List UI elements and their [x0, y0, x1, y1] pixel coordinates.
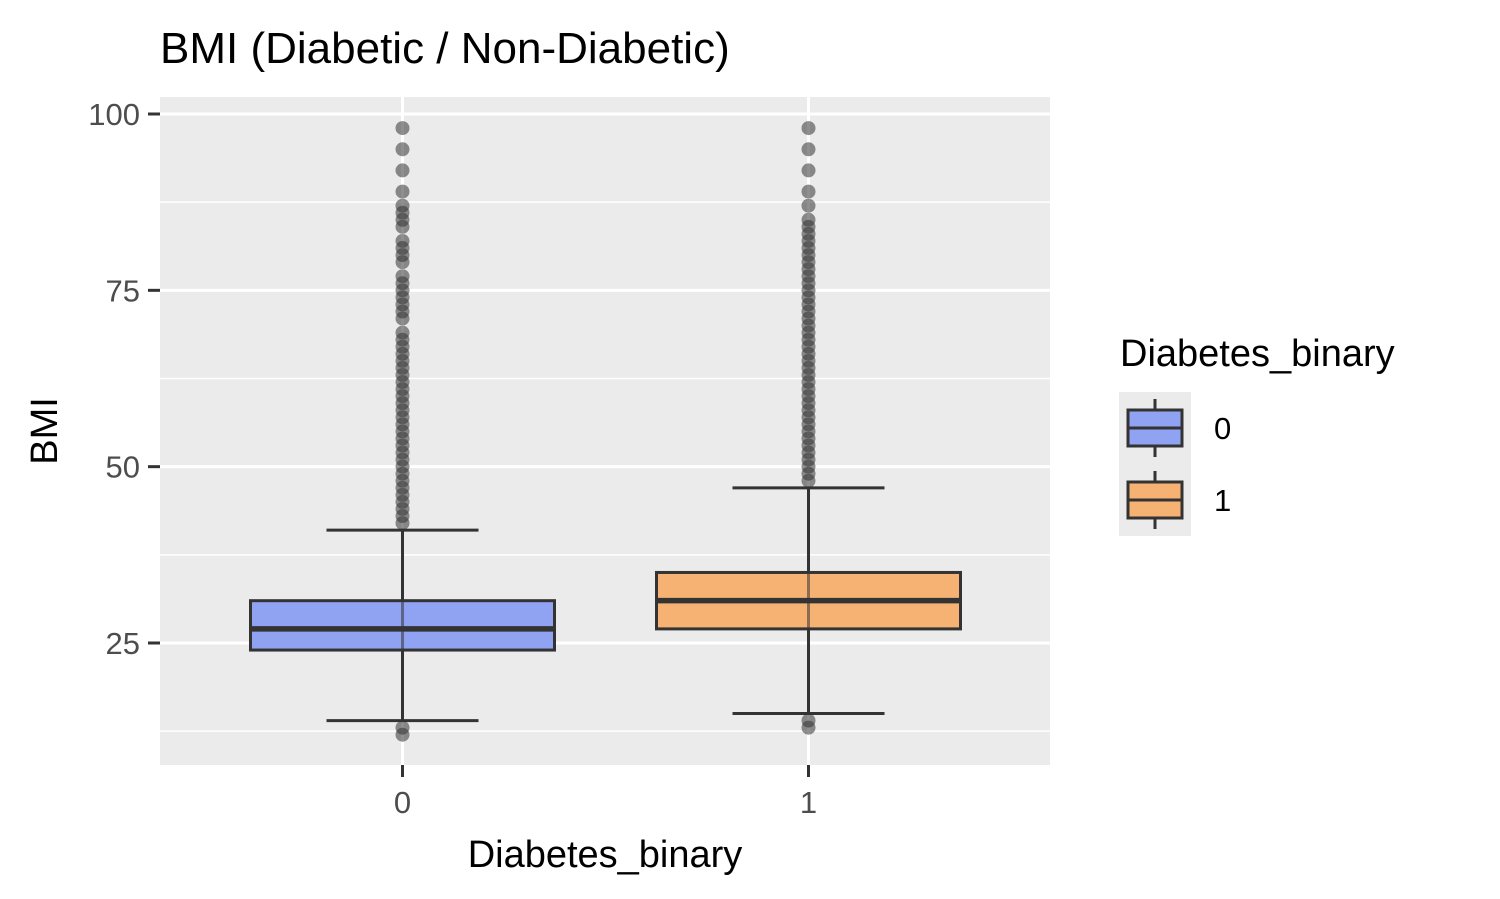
- box-group-0: [249, 121, 556, 742]
- outlier-point: [395, 269, 410, 284]
- outlier-point: [801, 142, 816, 157]
- outlier-point: [395, 163, 410, 178]
- outlier-point: [801, 121, 816, 136]
- y-axis-label: BMI: [24, 397, 66, 465]
- x-tick-label: 0: [394, 785, 411, 820]
- chart-title: BMI (Diabetic / Non-Diabetic): [160, 24, 730, 73]
- y-tick-label: 50: [106, 450, 140, 485]
- outlier-point: [395, 121, 410, 136]
- outlier-point: [395, 184, 410, 199]
- legend-entry-label: 1: [1214, 483, 1231, 518]
- plot-panel: [160, 97, 1050, 765]
- box-group-1: [655, 121, 962, 735]
- grid-minor: [160, 201, 1050, 732]
- y-tick-label: 100: [88, 97, 140, 132]
- y-tick-label: 25: [106, 626, 140, 661]
- outlier-point: [801, 212, 816, 227]
- outlier-point: [395, 720, 410, 735]
- y-tick-label: 75: [106, 273, 140, 308]
- x-axis-label: Diabetes_binary: [468, 834, 743, 876]
- outlier-point: [801, 184, 816, 199]
- outlier-point: [395, 142, 410, 157]
- outlier-point: [395, 325, 410, 340]
- outlier-point: [801, 713, 816, 728]
- box-layer: [249, 121, 962, 742]
- outlier-point: [395, 233, 410, 248]
- x-tick-label: 1: [800, 785, 817, 820]
- legend-title: Diabetes_binary: [1120, 333, 1395, 375]
- outlier-point: [801, 198, 816, 213]
- outlier-point: [395, 198, 410, 213]
- legend-entry-label: 0: [1214, 411, 1231, 446]
- outlier-point: [801, 163, 816, 178]
- legend: Diabetes_binary 0 1: [1119, 333, 1395, 536]
- y-axis: 25 50 75 100: [88, 97, 160, 661]
